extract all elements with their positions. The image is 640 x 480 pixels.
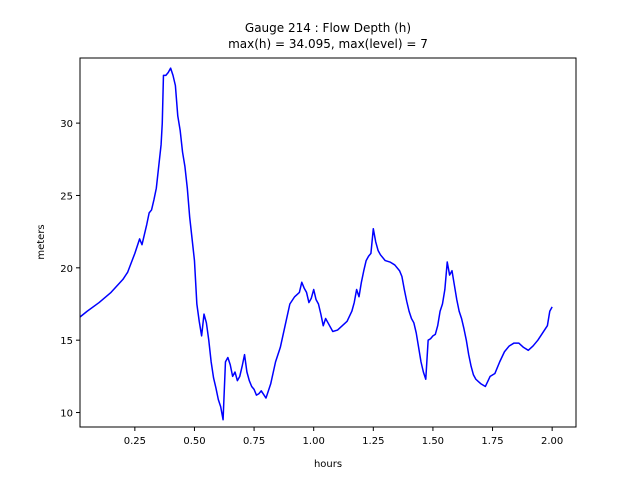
x-tick-label: 0.25 — [124, 436, 146, 447]
x-axis-label: hours — [314, 459, 342, 470]
y-tick-label: 20 — [60, 264, 73, 275]
x-tick-label: 1.50 — [422, 436, 444, 447]
x-tick-label: 1.00 — [303, 436, 325, 447]
chart-title-line-2: max(h) = 34.095, max(level) = 7 — [228, 37, 428, 51]
flow-depth-series-line — [79, 67, 553, 421]
x-tick-label: 0.75 — [243, 436, 265, 447]
y-tick-label: 30 — [60, 119, 73, 130]
x-tick-label: 0.50 — [183, 436, 205, 447]
x-tick-label: 1.25 — [362, 436, 384, 447]
plot-area-frame — [79, 57, 577, 428]
y-tick-label: 25 — [60, 191, 73, 202]
y-tick-label: 10 — [60, 409, 73, 420]
axis-ticks: 0.25 0.50 0.75 1.00 1.25 1.50 1.75 2.00 10 15 20 25… — [60, 119, 563, 447]
chart-title-line-1: Gauge 214 : Flow Depth (h) — [245, 21, 411, 35]
y-tick-label: 15 — [60, 336, 73, 347]
y-axis-label: meters — [36, 224, 47, 259]
x-tick-label: 1.75 — [481, 436, 503, 447]
x-tick-label: 2.00 — [541, 436, 563, 447]
